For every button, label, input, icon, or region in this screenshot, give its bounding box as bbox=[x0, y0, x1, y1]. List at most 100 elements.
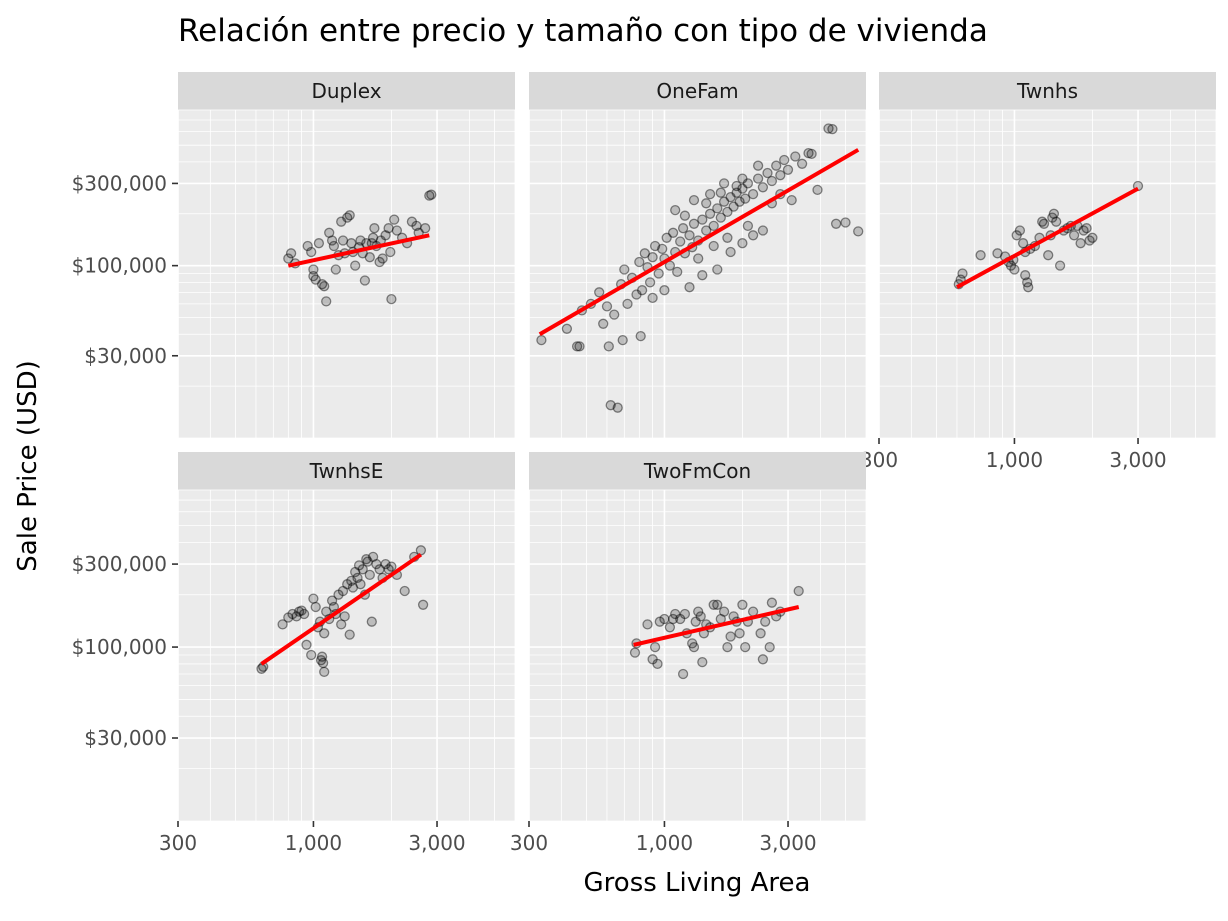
data-point bbox=[330, 264, 341, 275]
data-point bbox=[357, 564, 368, 575]
x-tick-label: 3,000 bbox=[1109, 448, 1166, 472]
data-point bbox=[1081, 223, 1092, 234]
data-point bbox=[1009, 264, 1020, 275]
data-point bbox=[629, 647, 641, 658]
data-point bbox=[635, 330, 646, 342]
data-point bbox=[391, 225, 403, 236]
data-point bbox=[675, 236, 686, 247]
x-axis-title: Gross Living Area bbox=[584, 868, 811, 898]
data-point bbox=[764, 641, 775, 653]
data-point bbox=[333, 589, 344, 600]
facet-strip-label: Twnhs bbox=[1016, 79, 1078, 103]
facet-strip-label: TwoFmCon bbox=[643, 459, 751, 483]
data-point bbox=[688, 194, 700, 206]
data-point bbox=[775, 170, 786, 181]
data-point bbox=[367, 232, 379, 243]
data-point bbox=[667, 227, 679, 238]
data-point bbox=[424, 190, 435, 201]
data-point bbox=[957, 268, 968, 279]
data-point bbox=[1017, 238, 1029, 249]
data-point bbox=[346, 575, 357, 587]
data-point bbox=[653, 268, 664, 279]
data-point bbox=[688, 218, 700, 229]
data-point bbox=[853, 226, 864, 237]
data-point bbox=[636, 285, 648, 296]
data-point bbox=[285, 248, 297, 259]
data-point bbox=[740, 193, 751, 204]
data-point bbox=[684, 230, 695, 241]
data-point bbox=[718, 606, 730, 617]
data-point bbox=[639, 248, 650, 259]
regression-line bbox=[633, 605, 800, 647]
facet-strip-label: Duplex bbox=[311, 79, 381, 103]
data-point bbox=[366, 616, 377, 627]
data-point bbox=[755, 628, 766, 639]
data-point bbox=[277, 619, 288, 630]
data-point bbox=[306, 649, 317, 661]
data-point bbox=[561, 323, 573, 334]
y-axis-title: Sale Price (USD) bbox=[13, 360, 43, 571]
data-point bbox=[803, 147, 814, 159]
data-point bbox=[352, 572, 363, 584]
data-point bbox=[361, 554, 372, 565]
data-point bbox=[301, 639, 312, 650]
data-point bbox=[308, 264, 319, 275]
data-point bbox=[306, 246, 317, 258]
data-point bbox=[411, 220, 422, 232]
data-point bbox=[644, 277, 656, 288]
data-point bbox=[1020, 270, 1031, 281]
data-point bbox=[701, 225, 712, 236]
data-point bbox=[386, 561, 397, 572]
data-point bbox=[731, 180, 742, 192]
data-point bbox=[675, 613, 686, 625]
data-point bbox=[1048, 208, 1060, 219]
data-point bbox=[647, 292, 658, 304]
data-point bbox=[740, 641, 751, 653]
data-point bbox=[1075, 238, 1086, 249]
y-tick-label: $100,000 bbox=[72, 254, 167, 278]
data-point bbox=[757, 654, 769, 665]
chart-title: Relación entre precio y tamaño con tipo … bbox=[178, 13, 988, 49]
data-point bbox=[296, 605, 307, 616]
data-point bbox=[670, 204, 681, 216]
data-point bbox=[380, 230, 391, 241]
data-point bbox=[617, 334, 628, 346]
data-point bbox=[315, 655, 327, 666]
data-point bbox=[287, 608, 298, 620]
data-point bbox=[364, 252, 375, 263]
data-point bbox=[319, 666, 330, 678]
data-point bbox=[708, 220, 719, 232]
data-point bbox=[708, 599, 719, 610]
data-point bbox=[326, 595, 338, 606]
data-point bbox=[326, 235, 338, 246]
data-point bbox=[328, 240, 340, 252]
data-point bbox=[256, 663, 267, 674]
data-point bbox=[677, 223, 689, 234]
data-point bbox=[747, 188, 759, 200]
data-point bbox=[319, 281, 330, 292]
data-point bbox=[350, 260, 361, 271]
data-point bbox=[1037, 216, 1048, 227]
data-point bbox=[737, 599, 748, 610]
y-tick-label: $100,000 bbox=[72, 635, 167, 659]
data-point bbox=[308, 593, 319, 604]
data-point bbox=[406, 216, 418, 227]
data-point bbox=[661, 232, 672, 243]
data-point bbox=[386, 293, 397, 305]
data-point bbox=[697, 656, 708, 668]
data-point bbox=[715, 187, 726, 198]
data-point bbox=[377, 253, 388, 264]
data-point bbox=[342, 212, 353, 223]
data-point bbox=[725, 246, 736, 258]
data-point bbox=[317, 657, 329, 669]
data-point bbox=[712, 203, 723, 214]
facet-strip-label: OneFam bbox=[656, 79, 738, 103]
facet-panels: Duplex $30,000 $100,000 $300,000 OneFam Twnhs… bbox=[72, 72, 1217, 855]
data-point bbox=[283, 253, 294, 264]
data-point bbox=[313, 238, 325, 249]
data-point bbox=[601, 301, 613, 312]
x-tick-label: 1,000 bbox=[986, 448, 1043, 472]
data-point bbox=[383, 223, 394, 234]
data-point bbox=[712, 599, 723, 610]
regression-line bbox=[956, 186, 1139, 289]
